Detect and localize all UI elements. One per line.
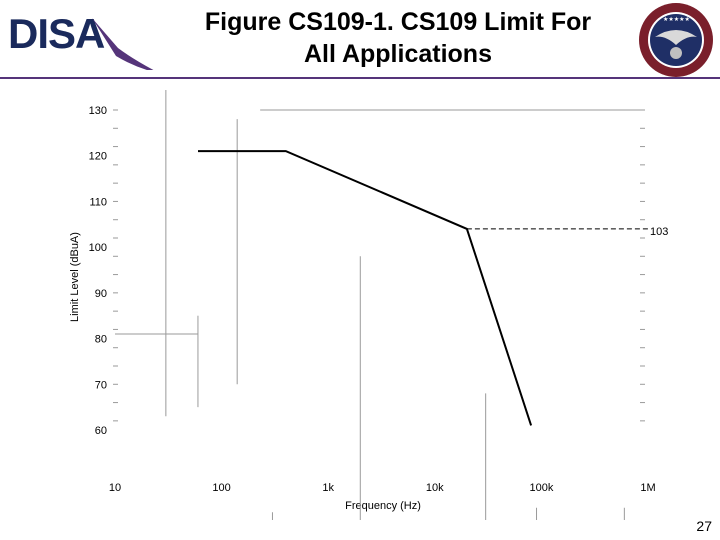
y-tick-label: 100 bbox=[89, 242, 107, 254]
y-tick-label: 110 bbox=[89, 196, 107, 208]
page-number: 27 bbox=[696, 518, 712, 534]
svg-text:★★★★★: ★★★★★ bbox=[663, 16, 690, 23]
slide-header: DISA Figure CS109-1. CS109 Limit For All… bbox=[0, 0, 720, 79]
slide-title-line-2: All Applications bbox=[304, 40, 492, 68]
y-axis-label: Limit Level (dBuA) bbox=[69, 232, 81, 322]
y-tick-label: 130 bbox=[89, 105, 107, 117]
y-tick-label: 70 bbox=[95, 379, 107, 391]
agency-seal-icon: ★★★★★ bbox=[639, 3, 713, 77]
disa-swoosh bbox=[92, 18, 154, 70]
y-tick-label: 90 bbox=[95, 288, 107, 300]
x-axis-label: Frequency (Hz) bbox=[345, 500, 421, 512]
x-tick-label: 100 bbox=[212, 482, 230, 494]
x-tick-label: 10 bbox=[109, 482, 121, 494]
annotation-label: 103 bbox=[650, 226, 668, 238]
disa-logo-text: DISA bbox=[8, 10, 105, 57]
x-tick-label: 100k bbox=[529, 482, 553, 494]
y-tick-label: 80 bbox=[95, 334, 107, 346]
cs109-limit-chart: Limit Level (dBuA) Frequency (Hz) 130 120… bbox=[69, 90, 668, 520]
x-tick-label: 1k bbox=[322, 482, 334, 494]
y-tick-label: 120 bbox=[89, 151, 107, 163]
header-rule bbox=[0, 77, 720, 79]
x-tick-label: 1M bbox=[640, 482, 655, 494]
disa-logo: DISA bbox=[8, 10, 154, 70]
limit-line-series bbox=[198, 150, 533, 426]
x-tick-label: 10k bbox=[426, 482, 444, 494]
slide-title: Figure CS109-1. CS109 Limit For All Appl… bbox=[168, 6, 628, 70]
y-tick-label: 60 bbox=[95, 425, 107, 437]
slide-title-line-1: Figure CS109-1. CS109 Limit For bbox=[204, 8, 592, 36]
